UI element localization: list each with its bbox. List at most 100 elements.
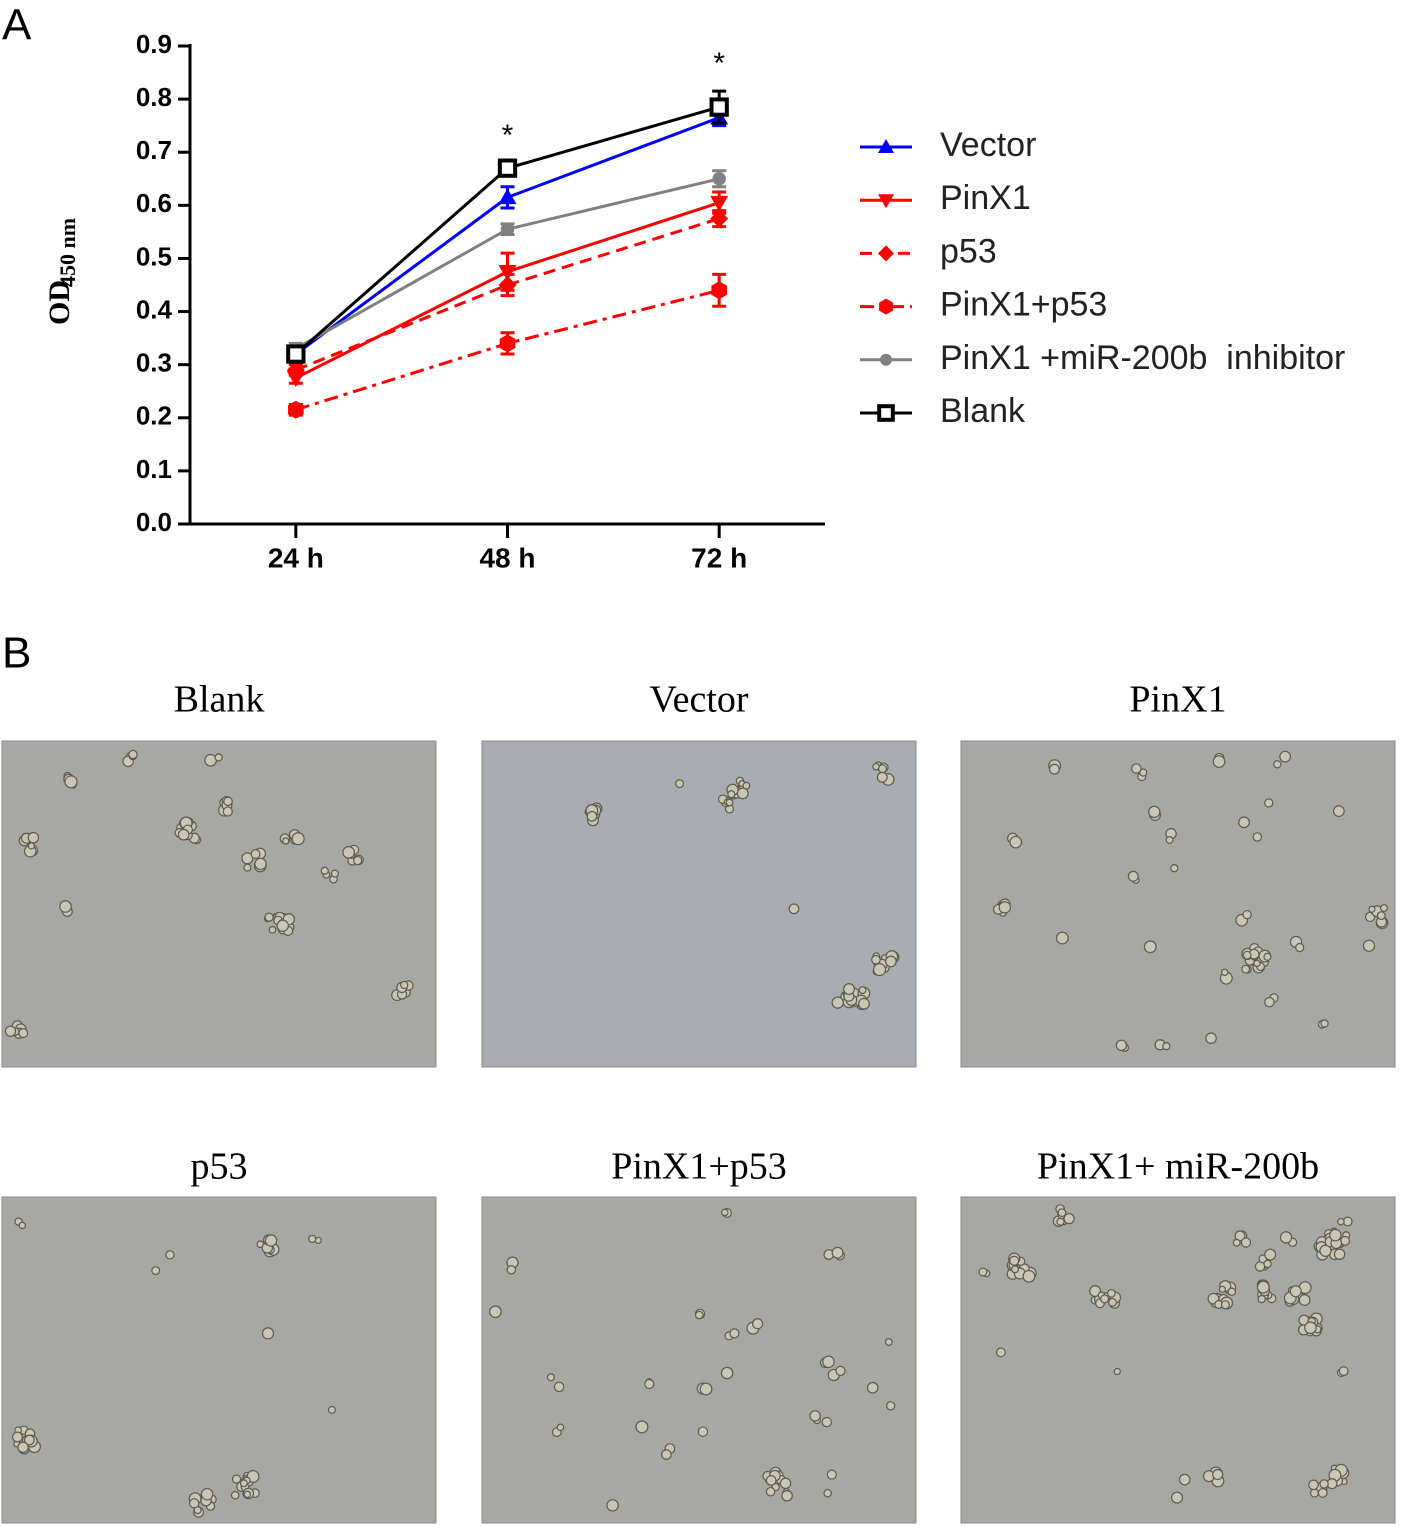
y-label: OD (43, 280, 76, 325)
cell (779, 1477, 792, 1490)
cell (200, 1487, 214, 1501)
cell (675, 779, 685, 789)
cell (858, 986, 867, 995)
cell (821, 1416, 833, 1428)
cell (1295, 942, 1305, 953)
cell (151, 1266, 161, 1276)
cell (261, 1327, 275, 1340)
cell (606, 1499, 619, 1512)
cell (1220, 968, 1229, 977)
cell (781, 1489, 793, 1502)
cell (1218, 1285, 1226, 1293)
cell (268, 925, 277, 934)
cell (1227, 1287, 1237, 1297)
cell (721, 1208, 729, 1217)
cell (1238, 816, 1250, 829)
micrograph (1, 740, 437, 1068)
cell (1242, 950, 1252, 960)
cell (831, 996, 844, 1009)
cell (831, 1246, 844, 1259)
cell (239, 1479, 248, 1488)
series (286, 89, 729, 364)
cell (736, 787, 749, 800)
cell (276, 919, 289, 933)
cell (291, 832, 305, 846)
legend-marker (878, 245, 894, 262)
cell (400, 980, 409, 990)
cell (876, 771, 888, 783)
cell (998, 901, 1012, 914)
cell (353, 855, 363, 866)
x-tick-label: 48 h (479, 542, 535, 573)
cell (1304, 1321, 1317, 1335)
cell (330, 869, 339, 878)
cell (4, 1025, 17, 1037)
legend-label: Blank (940, 392, 1026, 430)
micrograph (960, 740, 1396, 1068)
cell (1342, 1216, 1353, 1227)
cell (1257, 1294, 1266, 1304)
cell (204, 753, 217, 767)
cell (1362, 939, 1376, 952)
y-tick-label: 0.5 (136, 241, 172, 271)
cell (1212, 1468, 1224, 1481)
cell (826, 1469, 837, 1480)
cell (835, 1365, 846, 1377)
legend-label: PinX1 (940, 179, 1031, 217)
legend-label: p53 (940, 232, 997, 270)
cell (1148, 805, 1161, 819)
cell (822, 1355, 835, 1369)
cell (1127, 870, 1139, 882)
annotation: * (713, 47, 725, 80)
cell (556, 1423, 565, 1432)
cell (886, 1401, 896, 1411)
y-tick-label: 0.3 (136, 348, 172, 378)
cell (1089, 1285, 1102, 1297)
cell (1232, 1238, 1241, 1247)
cell (866, 1381, 879, 1394)
y-tick-label: 0.0 (136, 507, 172, 537)
cell (871, 954, 881, 965)
y-tick-label: 0.4 (136, 294, 173, 324)
y-axis-title: OD 450 nm (43, 218, 80, 325)
data-point (711, 281, 727, 300)
y-tick-label: 0.9 (136, 29, 172, 59)
cell (243, 863, 252, 872)
cell (243, 1490, 252, 1499)
x-tick-label: 72 h (691, 542, 747, 573)
cell (264, 912, 274, 922)
cell (1022, 1269, 1036, 1283)
cell (1289, 1285, 1302, 1298)
cell (725, 798, 734, 807)
legend-label: PinX1 +miR-200b inhibitor (940, 339, 1345, 377)
cell (1056, 1217, 1065, 1226)
cell (1368, 905, 1376, 913)
cell (644, 1378, 655, 1390)
cell (24, 1434, 35, 1446)
cell (1115, 1039, 1128, 1052)
cell (342, 846, 356, 859)
data-point (499, 334, 516, 353)
cell (1165, 836, 1174, 844)
cell (765, 1475, 777, 1486)
y-tick-label: 0.1 (136, 454, 172, 484)
micrograph-title: PinX1+ miR-200b (1037, 1146, 1319, 1188)
micrograph-background (960, 740, 1396, 1068)
cell (1279, 750, 1292, 763)
data-point (712, 172, 726, 186)
cell (264, 1234, 278, 1247)
cell (694, 1310, 704, 1320)
cell (1264, 1248, 1277, 1261)
cell (1337, 1217, 1345, 1226)
series (288, 272, 727, 419)
cell (1170, 864, 1179, 873)
y-label-subscript: 450 nm (55, 218, 80, 287)
cell (27, 831, 40, 844)
cell (1308, 1479, 1319, 1491)
cell (1264, 996, 1275, 1008)
cell (1212, 755, 1226, 768)
cell (128, 749, 138, 760)
cell (546, 1373, 555, 1382)
cell (59, 900, 72, 913)
legend-label: Vector (940, 126, 1036, 164)
